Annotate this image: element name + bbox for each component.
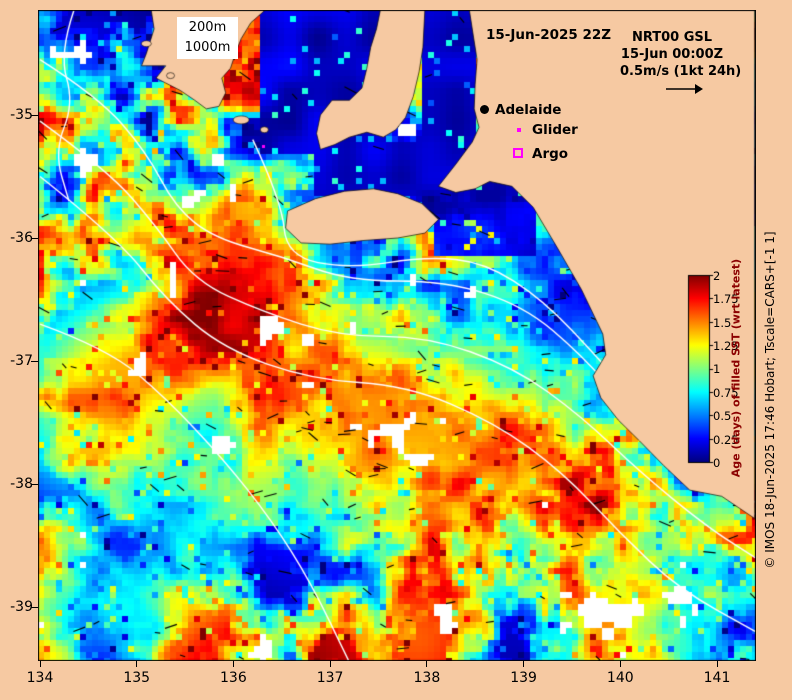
x-tick-mark [39,661,41,667]
x-tick-label: 135 [123,670,151,686]
x-tick-mark [232,661,234,667]
x-tick-label: 134 [26,670,54,686]
y-tick-mark [31,483,38,485]
glider-label: Glider [532,122,578,138]
velocity-reference-arrow-icon [666,84,703,94]
colorbar-tick-label: 0.5 [713,409,732,423]
colorbar-tick-label: 1.5 [713,316,732,330]
x-tick-label: 141 [703,670,731,686]
model-name: NRT00 GSL [631,30,713,45]
x-tick-mark [619,661,621,667]
depth-1000m-label: 1000m [184,40,231,55]
y-tick-label: -38 [10,476,33,492]
x-tick-label: 138 [413,670,441,686]
depth-contour-legend: 200m 1000m [177,17,238,59]
copyright-credit: © IMOS 18-Jun-2025 17:46 Hobart; Tscale=… [763,231,777,569]
sst-timestamp: 15-Jun-2025 22Z [486,27,612,43]
x-tick-mark [136,661,138,667]
x-tick-label: 140 [606,670,634,686]
model-info-block: NRT00 GSL 15-Jun 00:00Z 0.5m/s (1kt 24h) [620,29,742,80]
colorbar-tick-label: 1 [713,362,721,376]
model-time: 15-Jun 00:00Z [620,47,724,62]
adelaide-city-marker [480,105,489,114]
colorbar-tick-label: 2 [713,269,721,283]
colorbar-tick-label: 0 [713,456,721,470]
x-tick-mark [426,661,428,667]
x-tick-label: 139 [510,670,537,686]
argo-label: Argo [532,146,569,162]
y-tick-label: -39 [10,599,33,615]
argo-marker-icon [513,148,523,158]
velocity-scale: 0.5m/s (1kt 24h) [620,64,742,79]
y-tick-mark [31,237,38,239]
colorbar-tick-label: 1.25 [713,339,739,353]
y-tick-label: -37 [10,353,33,369]
glider-marker-icon [517,128,521,132]
x-tick-mark [329,661,331,667]
x-tick-mark [523,661,525,667]
y-tick-label: -35 [10,107,33,123]
adelaide-label: Adelaide [495,102,562,118]
colorbar-tick-label: 0.75 [713,386,739,400]
y-tick-mark [31,360,38,362]
colorbar-axis-label: Age (days) of filled SST (wrt latest) [729,258,743,478]
colorbar-tick-label: 0.25 [713,433,739,447]
y-tick-mark [31,114,38,116]
sst-age-map-canvas [38,10,756,661]
depth-200m-label: 200m [188,20,227,35]
y-tick-mark [31,606,38,608]
y-tick-label: -36 [10,230,33,246]
colorbar-tick-label: 1.75 [713,292,739,306]
x-tick-label: 137 [316,670,344,686]
x-tick-mark [716,661,718,667]
x-tick-label: 136 [220,670,247,686]
